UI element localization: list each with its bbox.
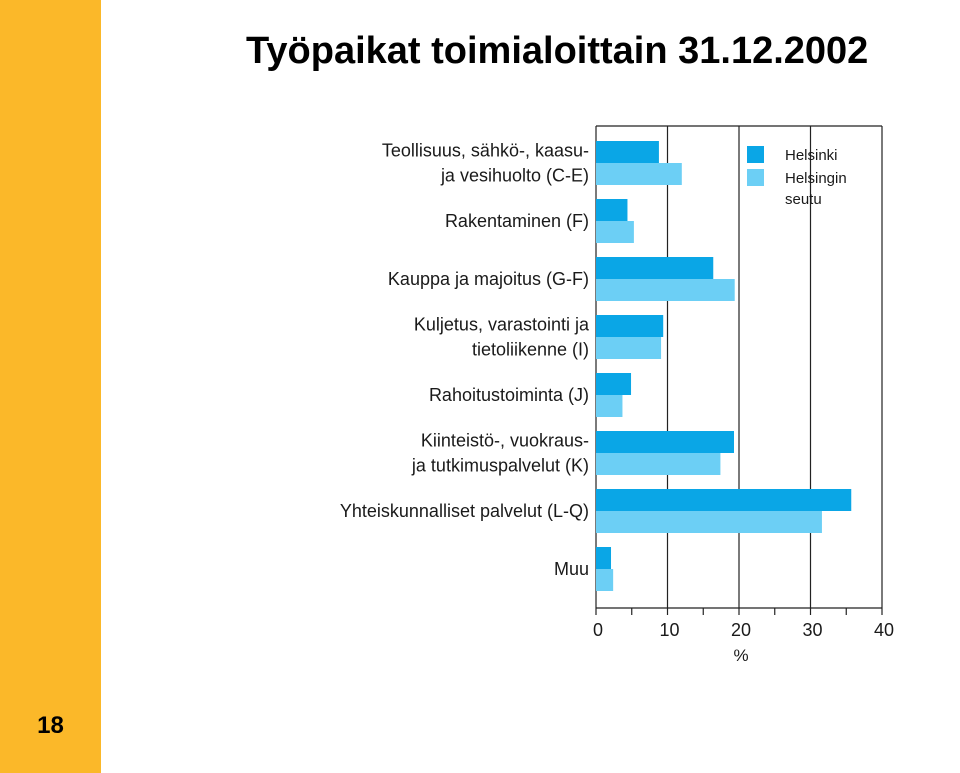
chart-title: Työpaikat toimialoittain 31.12.2002: [246, 30, 869, 72]
legend-swatch: [747, 169, 764, 186]
bar-helsinki: [596, 431, 734, 453]
bar-helsingin-seutu: [596, 163, 682, 185]
bar-helsingin-seutu: [596, 337, 662, 359]
bar-helsinki: [596, 141, 659, 163]
bar-helsingin-seutu: [596, 279, 735, 301]
bar-helsingin-seutu: [596, 395, 623, 417]
bar-helsinki: [596, 373, 632, 395]
bar-helsingin-seutu: [596, 511, 822, 533]
x-tick-label: 10: [659, 620, 679, 640]
category-label: Kuljetus, varastointi ja: [414, 315, 590, 335]
page-number: 18: [37, 712, 64, 739]
category-label: Muu: [554, 559, 589, 579]
bar-helsinki: [596, 547, 612, 569]
category-label: ja vesihuolto (C-E): [440, 166, 589, 186]
bar-helsinki: [596, 489, 852, 511]
bars: [596, 141, 852, 591]
legend-label: seutu: [785, 191, 822, 208]
category-label: ja tutkimuspalvelut (K): [411, 456, 589, 476]
x-tick-label: 40: [874, 620, 894, 640]
bar-helsingin-seutu: [596, 569, 614, 591]
category-label: Teollisuus, sähkö-, kaasu-: [382, 141, 589, 161]
category-label: tietoliikenne (I): [472, 340, 589, 360]
category-label: Kiinteistö-, vuokraus-: [421, 431, 589, 451]
x-tick-label: 20: [731, 620, 751, 640]
bar-helsinki: [596, 315, 664, 337]
category-label: Rakentaminen (F): [445, 211, 589, 231]
x-tick-label: 0: [593, 620, 603, 640]
legend-label: Helsingin: [785, 170, 847, 187]
x-tick-label: 30: [802, 620, 822, 640]
bar-helsinki: [596, 257, 714, 279]
category-label: Yhteiskunnalliset palvelut (L-Q): [340, 501, 589, 521]
bar-helsingin-seutu: [596, 453, 721, 475]
x-axis-ticks: 0 10 20 30 40: [593, 608, 894, 640]
bar-helsinki: [596, 199, 628, 221]
category-label: Rahoitustoiminta (J): [429, 385, 589, 405]
category-labels: Teollisuus, sähkö-, kaasu-ja vesihuolto …: [340, 141, 590, 580]
legend: Helsinki Helsingin seutu: [747, 146, 847, 208]
legend-swatch: [747, 146, 764, 163]
category-label: Kauppa ja majoitus (G-F): [388, 269, 589, 289]
bar-helsingin-seutu: [596, 221, 634, 243]
x-axis-label: %: [733, 646, 748, 665]
legend-label: Helsinki: [785, 147, 838, 164]
sidebar-band: 18: [0, 0, 101, 773]
